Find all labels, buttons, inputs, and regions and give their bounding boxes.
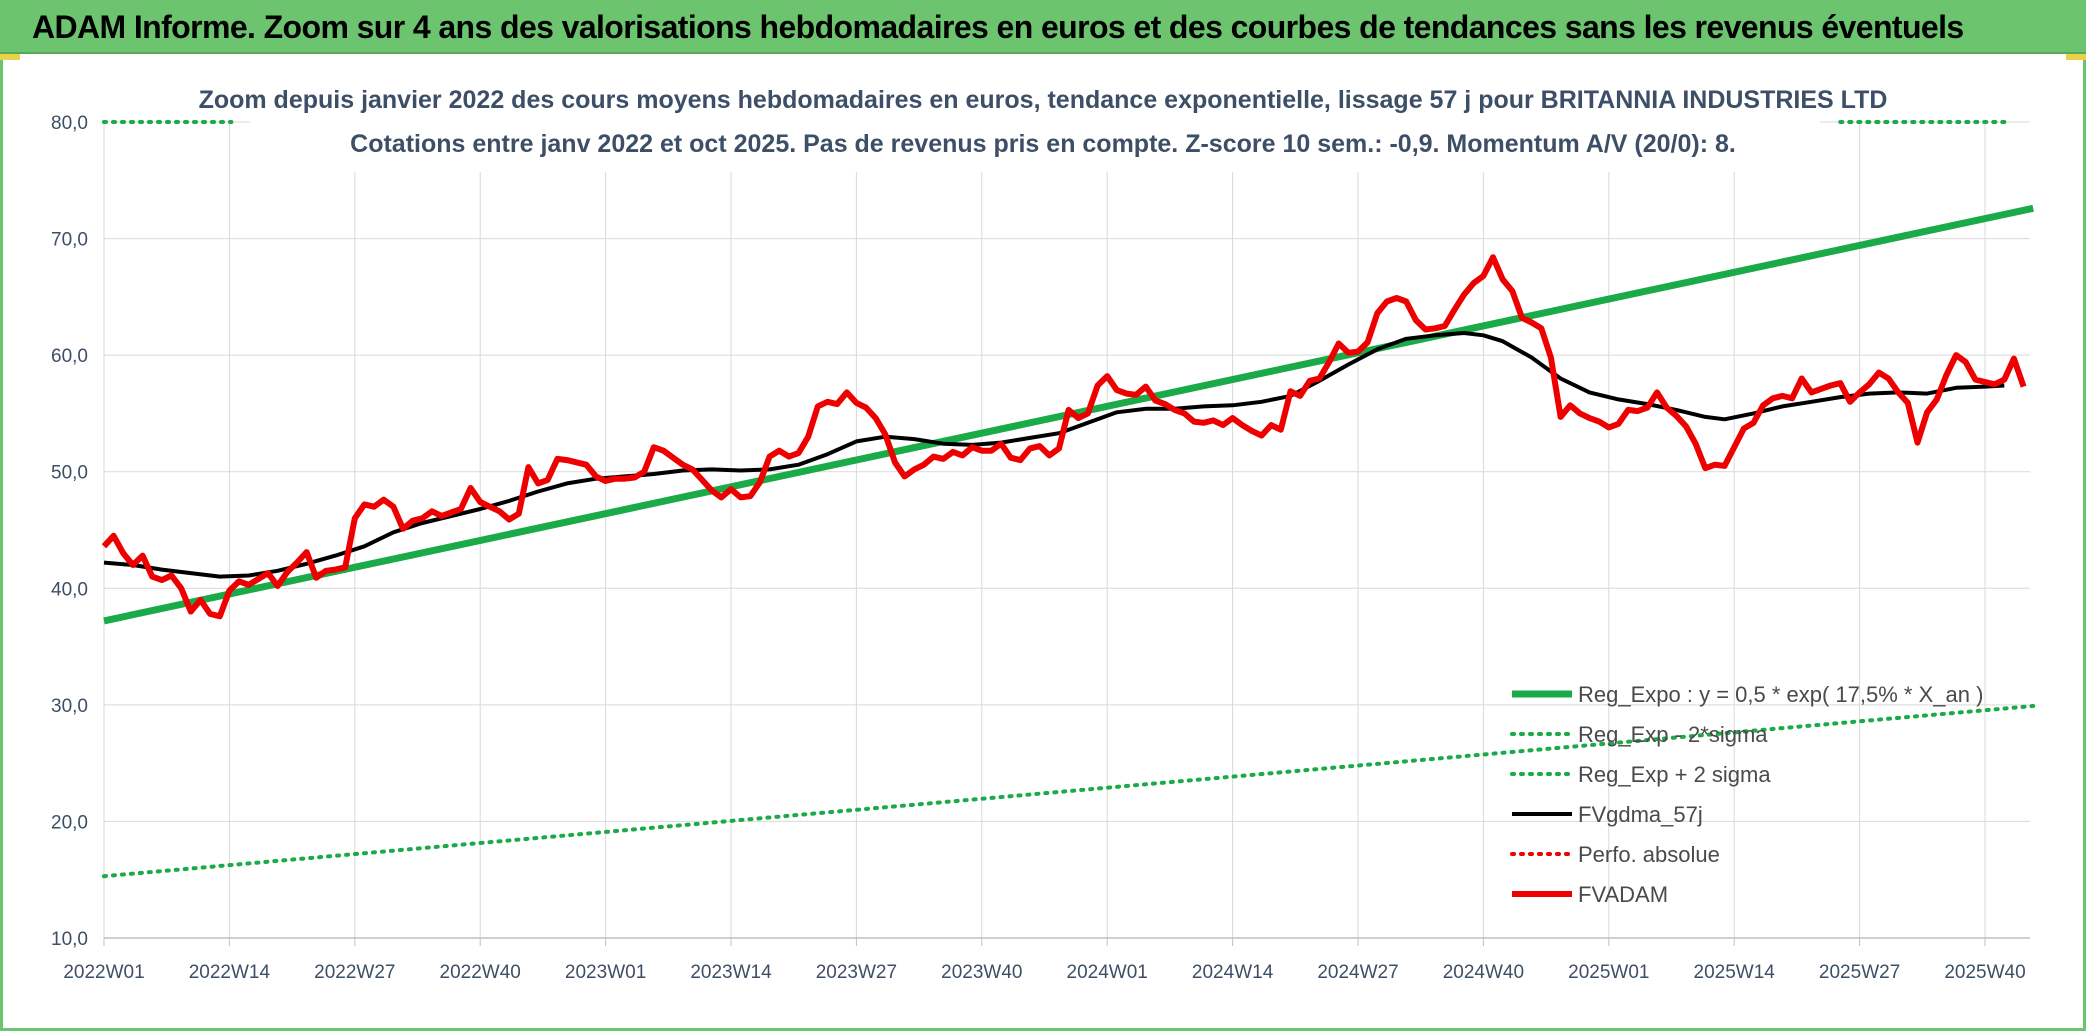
- chart-title: Zoom depuis janvier 2022 des cours moyen…: [199, 86, 1888, 114]
- y-tick-label: 80,0: [51, 113, 88, 134]
- x-tick-label: 2024W27: [1317, 962, 1398, 983]
- x-tick-label: 2022W40: [440, 962, 521, 983]
- y-tick-label: 60,0: [51, 346, 88, 367]
- x-tick-label: 2023W40: [941, 962, 1022, 983]
- chart-legend: Reg_Expo : y = 0,5 * exp( 17,5% * X_an )…: [1510, 682, 1983, 907]
- x-tick-label: 2025W01: [1568, 962, 1649, 983]
- x-tick-label: 2024W14: [1192, 962, 1274, 983]
- y-tick-label: 30,0: [51, 696, 88, 717]
- frame-corner-right: [2066, 54, 2086, 60]
- y-tick-label: 20,0: [51, 812, 88, 833]
- x-tick-label: 2025W40: [1944, 962, 2025, 983]
- x-tick-label: 2023W27: [816, 962, 897, 983]
- x-tick-label: 2022W14: [189, 962, 271, 983]
- x-tick-label: 2022W01: [63, 962, 144, 983]
- banner-title: ADAM Informe. Zoom sur 4 ans des valoris…: [32, 9, 1964, 45]
- y-tick-label: 10,0: [51, 929, 88, 950]
- legend-label: Reg_Exp - 2*sigma: [1578, 722, 1768, 747]
- legend-label: Reg_Exp + 2 sigma: [1578, 762, 1771, 787]
- y-tick-label: 70,0: [51, 230, 88, 251]
- x-tick-label: 2023W14: [690, 962, 772, 983]
- x-tick-label: 2022W27: [314, 962, 395, 983]
- chart-subtitle: Cotations entre janv 2022 et oct 2025. P…: [350, 130, 1736, 158]
- frame-corner-left: [0, 54, 20, 60]
- x-tick-label: 2025W27: [1819, 962, 1900, 983]
- x-tick-label: 2024W40: [1443, 962, 1524, 983]
- legend-label: Reg_Expo : y = 0,5 * exp( 17,5% * X_an ): [1578, 682, 1983, 707]
- series-fvadam: [101, 254, 2027, 620]
- series-layer: [101, 120, 2036, 879]
- y-tick-label: 40,0: [51, 579, 88, 600]
- legend-label: FVgdma_57j: [1578, 802, 1703, 827]
- series-fvgdma-57j: [103, 331, 2005, 579]
- chart-frame: [0, 54, 2086, 1031]
- x-tick-label: 2025W14: [1694, 962, 1776, 983]
- x-tick-label: 2024W01: [1067, 962, 1148, 983]
- axis-layer: 10,0 20,0 30,0 40,0 50,0 60,0 70,0 80,0 2022W01 2…: [51, 113, 2026, 983]
- y-tick-label: 50,0: [51, 463, 88, 484]
- title-background: [250, 78, 1820, 172]
- x-tick-label: 2023W01: [565, 962, 646, 983]
- grid-layer: [103, 121, 2030, 946]
- report-banner: ADAM Informe. Zoom sur 4 ans des valoris…: [0, 0, 2086, 54]
- series-reg-exp-minus-2sigma: [102, 704, 2036, 879]
- legend-label: FVADAM: [1578, 882, 1668, 907]
- legend-label: Perfo. absolue: [1578, 842, 1720, 867]
